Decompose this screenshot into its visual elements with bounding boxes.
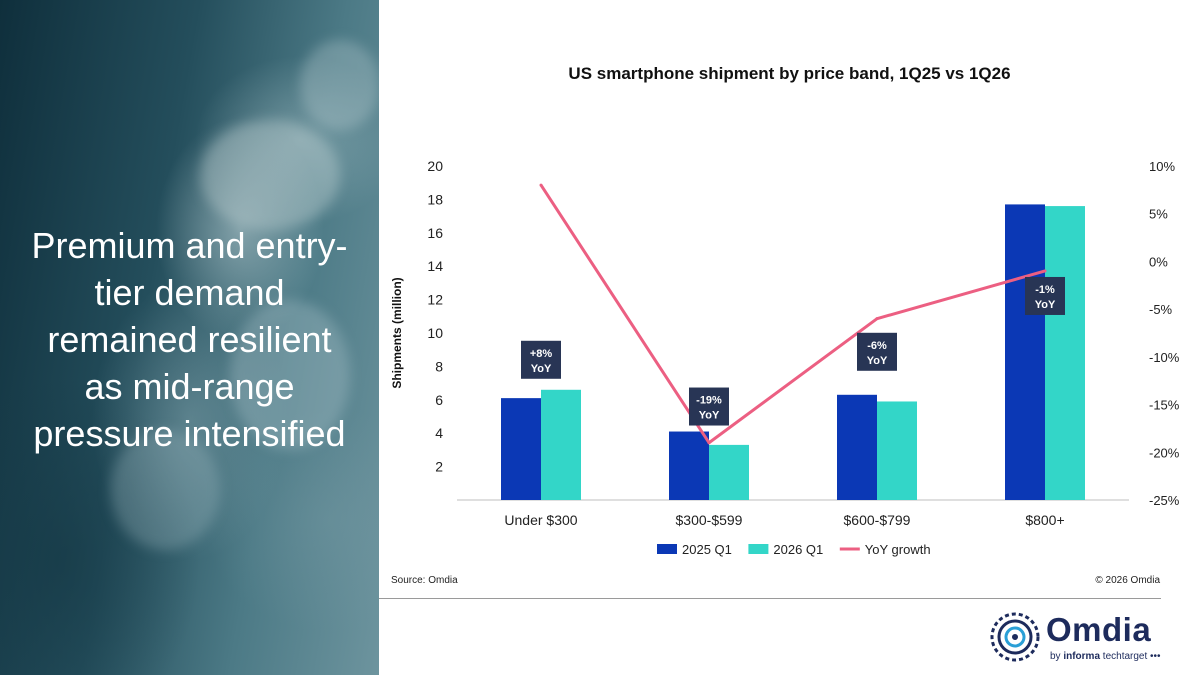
- y-tick-label: 8: [435, 358, 443, 374]
- y2-tick-label: -20%: [1149, 445, 1180, 460]
- yoy-label-unit: YoY: [699, 410, 720, 422]
- y-tick-label: 16: [427, 225, 443, 241]
- chart-title: US smartphone shipment by price band, 1Q…: [568, 64, 1011, 83]
- x-tick-label: $600-$799: [844, 512, 911, 528]
- yoy-label-value: -1%: [1035, 284, 1055, 296]
- yoy-label-value: -6%: [867, 340, 887, 352]
- y-axis-label: Shipments (million): [390, 277, 404, 388]
- logo-tagline: by informa techtarget •••: [1050, 651, 1161, 662]
- y-tick-label: 10: [427, 325, 443, 341]
- legend-label: 2025 Q1: [682, 542, 732, 557]
- chart: 2 4 6 8 10 12 14 16 18 20 10% 5% 0% -5% -10% -15% -20% -2…: [390, 158, 1180, 557]
- yoy-growth-point: [539, 183, 543, 187]
- bar-2026-q1: [709, 444, 749, 500]
- y-tick-label: 6: [435, 392, 443, 408]
- copyright-note: © 2026 Omdia: [1095, 575, 1160, 586]
- bar-2025-q1: [837, 394, 877, 500]
- yoy-label-value: +8%: [530, 348, 553, 360]
- x-tick-label: $800+: [1025, 512, 1064, 528]
- yoy-growth-line: [539, 184, 1046, 445]
- yoy-label-box: [521, 340, 561, 379]
- bar-2025-q1: [1005, 204, 1045, 500]
- omdia-logo: Omdia by informa techtarget •••: [988, 609, 1168, 665]
- yoy-label-box: [857, 332, 897, 371]
- bar-2025-q1: [669, 431, 709, 500]
- yoy-label-unit: YoY: [531, 363, 552, 375]
- legend-label: YoY growth: [865, 542, 931, 557]
- yoy-label-value: -19%: [696, 395, 722, 407]
- yoy-growth-point: [1043, 269, 1047, 273]
- x-tick-label: $300-$599: [676, 512, 743, 528]
- yoy-label-box: [1025, 276, 1065, 315]
- y2-tick-label: 10%: [1149, 159, 1175, 174]
- y2-tick-label: 0%: [1149, 254, 1168, 269]
- bar-2025-q1: [501, 398, 541, 500]
- headline-line: remained resilient: [47, 319, 332, 360]
- y-tick-label: 12: [427, 292, 443, 308]
- footer-divider: [379, 598, 1161, 599]
- yoy-growth-point: [707, 441, 711, 445]
- headline-line: as mid-range: [84, 366, 295, 407]
- y2-tick-label: -25%: [1149, 493, 1180, 508]
- y2-tick-label: -15%: [1149, 398, 1180, 413]
- headline-line: tier demand: [94, 272, 285, 313]
- y2-tick-label: -5%: [1149, 302, 1173, 317]
- logo-tag-suffix: techtarget •••: [1100, 651, 1161, 662]
- y-tick-label: 18: [427, 191, 443, 207]
- y2-tick-label: 5%: [1149, 207, 1168, 222]
- bar-2026-q1: [877, 401, 917, 500]
- yoy-label-unit: YoY: [867, 355, 888, 367]
- logo-tag-brand: informa: [1063, 651, 1101, 662]
- headline-line: pressure intensified: [33, 413, 346, 454]
- headline: Premium and entry- tier demand remained …: [0, 222, 379, 457]
- y-tick-label: 14: [427, 258, 443, 274]
- logo-tag-prefix: by: [1050, 651, 1064, 662]
- logo-wordmark: Omdia: [1046, 611, 1152, 648]
- legend-swatch: [748, 544, 769, 554]
- bar-2026-q1: [1045, 206, 1085, 500]
- yoy-label-box: [689, 387, 729, 426]
- hero-image-panel: Premium and entry- tier demand remained …: [0, 0, 379, 675]
- legend-label: 2026 Q1: [773, 542, 823, 557]
- y-tick-label: 4: [435, 425, 443, 441]
- legend-swatch: [657, 544, 677, 554]
- y2-tick-label: -10%: [1149, 350, 1180, 365]
- headline-line: Premium and entry-: [31, 225, 348, 266]
- y-tick-label: 2: [435, 459, 443, 475]
- source-note: Source: Omdia: [391, 575, 458, 586]
- yoy-label-unit: YoY: [1035, 299, 1056, 311]
- bar-2026-q1: [541, 389, 581, 500]
- omdia-logo-mark-icon: [990, 612, 1040, 662]
- yoy-growth-point: [875, 317, 879, 321]
- y-tick-label: 20: [427, 158, 443, 174]
- x-tick-label: Under $300: [504, 512, 577, 528]
